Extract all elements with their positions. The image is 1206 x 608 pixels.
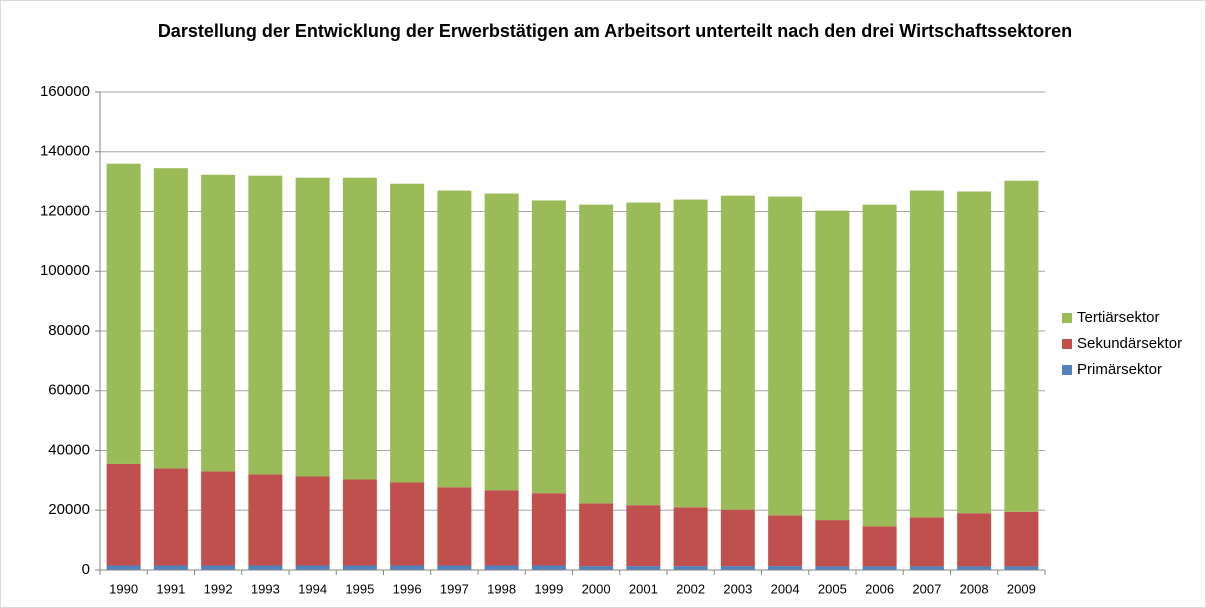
x-tick-label: 2000 [582,581,611,596]
bar-segment [106,463,141,566]
bar-segment [626,566,661,570]
bar-segment [673,566,708,570]
bar-segment [437,487,472,566]
bar-segment [484,565,519,570]
bar-segment [531,565,566,570]
bar-segment [720,195,755,510]
x-tick-label: 1997 [440,581,469,596]
x-tick-label: 2005 [818,581,847,596]
x-tick-label: 1994 [298,581,327,596]
bar-segment [201,471,236,566]
bar-segment [248,175,283,475]
bar-segment [531,200,566,494]
legend-label: Tertiärsektor [1077,309,1160,326]
x-tick-label: 1993 [251,581,280,596]
bar-segment [579,503,614,567]
bar-segment [390,565,425,570]
y-tick-label: 80000 [48,322,90,339]
legend-swatch [1062,365,1072,375]
x-tick-label: 2006 [865,581,894,596]
bar-segment [342,479,377,566]
bar-segment [1004,511,1039,567]
y-tick-label: 0 [82,561,90,578]
x-tick-label: 1995 [345,581,374,596]
bar-segment [390,482,425,566]
bar-segment [957,191,992,514]
chart-title: Darstellung der Entwicklung der Erwerbst… [157,21,1073,41]
x-tick-label: 2004 [771,581,800,596]
bar-segment [342,177,377,480]
bar-segment [390,183,425,483]
y-tick-label: 140000 [40,143,90,160]
bar-segment [720,566,755,570]
legend-label: Primärsektor [1077,361,1162,378]
x-tick-label: 2008 [960,581,989,596]
bar-segment [531,493,566,566]
y-tick-label: 60000 [48,382,90,399]
bar-segment [768,515,803,567]
x-tick-label: 1998 [487,581,516,596]
bar-segment [295,565,330,570]
y-tick-label: 20000 [48,501,90,518]
bar-segment [768,566,803,570]
bar-segment [1004,566,1039,570]
bar-segment [673,199,708,508]
bar-segment [437,565,472,570]
bar-segment [579,204,614,504]
x-tick-label: 1996 [393,581,422,596]
x-tick-label: 1992 [204,581,233,596]
bar-segment [153,168,188,469]
bar-segment [768,196,803,516]
bar-segment [673,507,708,567]
bar-segment [484,490,519,566]
y-tick-label: 40000 [48,441,90,458]
legend-swatch [1062,339,1072,349]
bar-segment [862,566,897,570]
x-tick-label: 1991 [156,581,185,596]
bar-segment [626,505,661,567]
bar-segment [1004,180,1039,512]
bar-segment [862,204,897,527]
x-tick-label: 2003 [723,581,752,596]
y-tick-label: 120000 [40,202,90,219]
bar-segment [815,210,850,521]
bar-segment [153,565,188,570]
x-tick-label: 2002 [676,581,705,596]
bar-segment [248,474,283,566]
bar-segment [815,520,850,567]
x-tick-label: 2007 [912,581,941,596]
bar-segment [342,565,377,570]
bar-segment [909,190,944,518]
bar-segment [579,566,614,570]
bar-segment [862,526,897,567]
bar-segment [295,177,330,477]
bar-segment [484,193,519,491]
bar-segment [957,513,992,567]
bar-segment [201,174,236,472]
bar-segment [909,566,944,570]
x-tick-label: 1999 [534,581,563,596]
bar-segment [295,476,330,566]
bar-segment [153,468,188,566]
x-tick-label: 2009 [1007,581,1036,596]
bar-segment [909,517,944,567]
legend-swatch [1062,313,1072,323]
bar-segment [106,565,141,570]
bar-segment [626,202,661,506]
bar-segment [201,565,236,570]
bar-segment [720,509,755,567]
legend-label: Sekundärsektor [1077,335,1182,352]
y-tick-label: 160000 [40,83,90,100]
x-tick-label: 1990 [109,581,138,596]
bar-segment [248,565,283,570]
bar-segment [815,566,850,570]
bar-segment [957,566,992,570]
bar-segment [437,190,472,488]
bar-segment [106,163,141,464]
y-tick-label: 100000 [40,262,90,279]
x-tick-label: 2001 [629,581,658,596]
